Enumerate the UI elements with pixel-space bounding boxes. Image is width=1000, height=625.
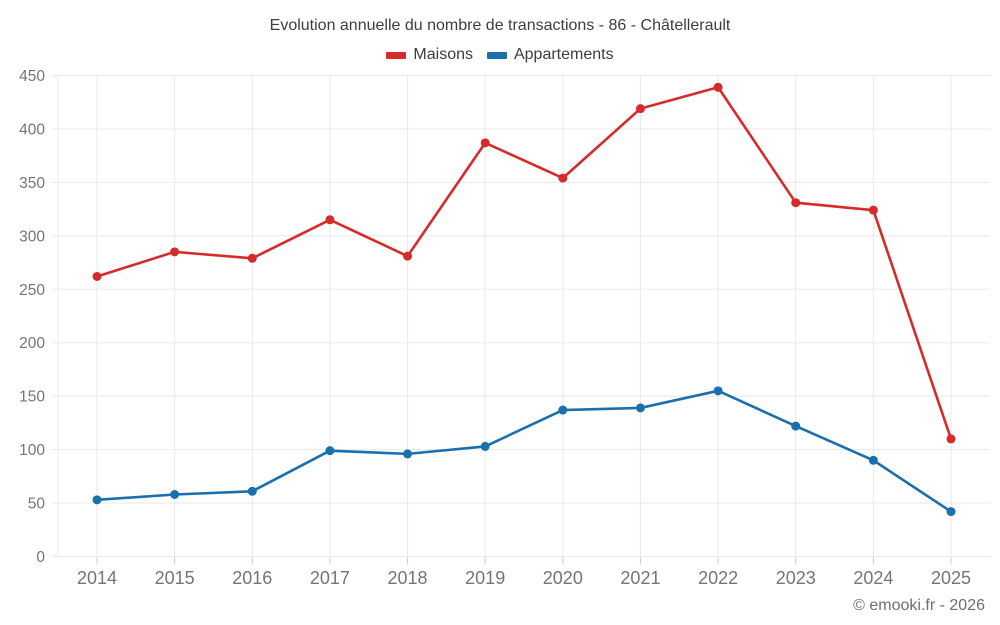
x-axis-tick-label: 2021 xyxy=(620,568,660,588)
legend-item-maisons: Maisons xyxy=(386,46,473,64)
data-point-appartements-2020 xyxy=(558,405,568,415)
data-point-maisons-2022 xyxy=(713,82,723,92)
legend-label-maisons: Maisons xyxy=(413,46,473,63)
x-axis-tick-label: 2014 xyxy=(77,568,117,588)
x-axis-tick-label: 2018 xyxy=(388,568,428,588)
y-axis-tick-label: 450 xyxy=(19,68,45,85)
data-point-maisons-2020 xyxy=(558,173,568,183)
appartements-color-swatch-icon xyxy=(486,51,507,59)
y-axis-tick-label: 150 xyxy=(19,389,45,406)
data-point-maisons-2023 xyxy=(791,198,801,208)
data-point-maisons-2025 xyxy=(946,434,956,444)
x-axis-tick-label: 2015 xyxy=(155,568,195,588)
y-axis-tick-label: 100 xyxy=(19,442,45,459)
y-axis-tick-label: 300 xyxy=(19,228,45,245)
data-point-maisons-2018 xyxy=(403,251,413,261)
legend-label-appartements: Appartements xyxy=(513,46,614,63)
data-point-maisons-2015 xyxy=(170,247,180,257)
x-axis-tick-label: 2024 xyxy=(853,568,893,588)
x-axis-tick-label: 2016 xyxy=(232,568,272,588)
data-point-appartements-2019 xyxy=(480,441,490,451)
series-line-appartements xyxy=(95,389,953,513)
data-point-maisons-2019 xyxy=(480,138,490,148)
series-line-maisons xyxy=(95,85,953,441)
x-axis-tick-label: 2017 xyxy=(310,568,350,588)
x-axis-tick-label: 2023 xyxy=(776,568,816,588)
data-point-appartements-2022 xyxy=(713,386,723,396)
data-point-maisons-2016 xyxy=(247,253,257,263)
data-point-appartements-2018 xyxy=(403,449,413,459)
data-point-appartements-2017 xyxy=(325,446,335,456)
data-point-maisons-2024 xyxy=(868,205,878,215)
x-axis-tick-label: 2019 xyxy=(465,568,505,588)
y-axis-tick-label: 250 xyxy=(19,282,45,299)
y-axis-tick-label: 400 xyxy=(19,121,45,138)
data-point-appartements-2025 xyxy=(946,507,956,517)
y-axis-tick-label: 0 xyxy=(36,549,45,566)
copyright-text: © emooki.fr - 2026 xyxy=(853,597,985,614)
maisons-color-swatch-icon xyxy=(386,51,407,59)
data-point-maisons-2021 xyxy=(635,104,645,114)
data-point-appartements-2015 xyxy=(170,490,180,500)
legend-item-appartements: Appartements xyxy=(486,46,614,64)
data-point-appartements-2016 xyxy=(247,486,257,496)
data-point-appartements-2023 xyxy=(791,421,801,431)
x-axis-tick-label: 2025 xyxy=(931,568,971,588)
y-axis-tick-label: 200 xyxy=(19,335,45,352)
chart-title: Evolution annuelle du nombre de transact… xyxy=(269,17,731,34)
data-point-appartements-2021 xyxy=(635,403,645,413)
data-point-maisons-2017 xyxy=(325,215,335,225)
y-axis-tick-label: 350 xyxy=(19,175,45,192)
data-point-appartements-2014 xyxy=(92,495,102,505)
x-axis-tick-label: 2022 xyxy=(698,568,738,588)
data-point-appartements-2024 xyxy=(868,455,878,465)
x-axis-tick-label: 2020 xyxy=(543,568,583,588)
data-point-maisons-2014 xyxy=(92,271,102,281)
chart-legend: Maisons Appartements xyxy=(0,46,1000,64)
y-axis-tick-label: 50 xyxy=(28,496,46,513)
